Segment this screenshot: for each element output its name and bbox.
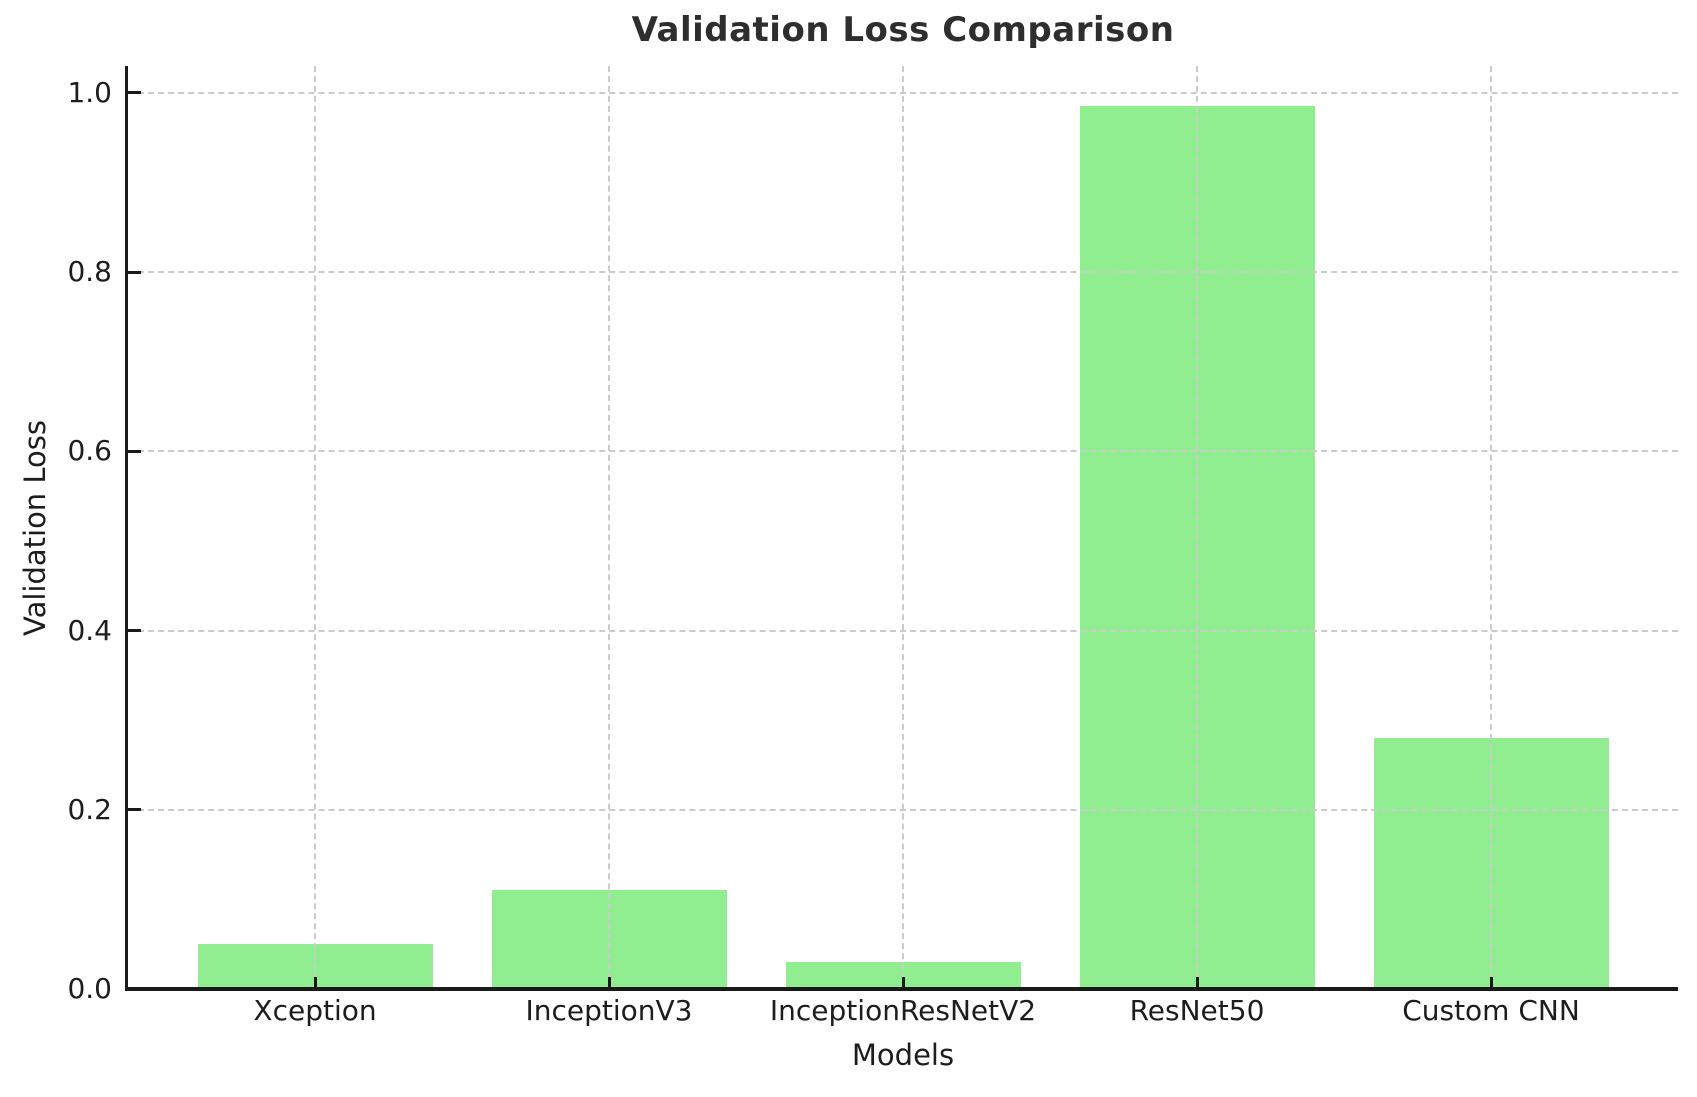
v-gridline [608,66,610,989]
y-tick-label: 0.0 [67,972,112,1005]
x-tick [313,977,317,989]
plot-area [128,66,1678,991]
y-tick [128,808,141,812]
x-tick [1195,977,1199,989]
v-gridline [314,66,316,989]
y-tick-label: 0.6 [67,434,112,468]
y-tick-label: 0.2 [67,792,112,826]
x-tick-label: ResNet50 [1129,994,1265,1027]
x-tick-label: Xception [253,994,377,1027]
y-tick-label: 0.8 [67,255,112,289]
v-gridline [1196,66,1198,989]
y-tick [128,629,141,633]
y-axis-label: Validation Loss [18,419,52,637]
x-tick-label: InceptionResNetV2 [769,994,1037,1027]
y-tick-label: 1.0 [67,75,112,109]
x-tick-label: Custom CNN [1402,994,1580,1027]
v-gridline [1490,66,1492,989]
x-tick-label: InceptionV3 [525,994,693,1027]
y-tick [128,91,141,95]
y-tick-label: 0.4 [67,613,112,647]
v-gridline [902,66,904,989]
x-axis-spine [125,987,1678,991]
y-tick [128,270,141,274]
y-axis-spine [125,66,128,991]
x-tick [1489,977,1493,989]
y-tick [128,449,141,453]
x-tick [901,977,905,989]
x-tick [607,977,611,989]
x-axis-label: Models [851,1038,955,1072]
chart-title: Validation Loss Comparison [631,10,1175,50]
